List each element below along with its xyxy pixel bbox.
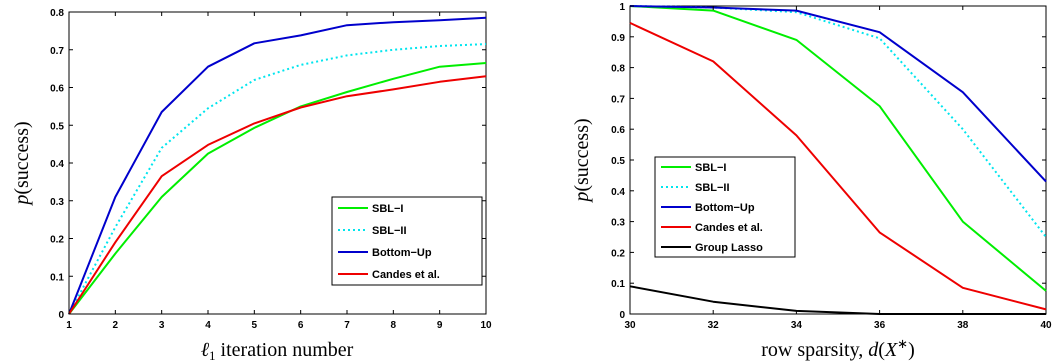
y-tick-label: 0 (58, 310, 64, 321)
legend-label: Group Lasso (695, 242, 763, 254)
chart-right: 30 32 34 36 38 40 0 0.1 0.2 0.3 0.4 0.5 0.6 0.7 0.8 0.9… (571, 2, 1052, 361)
x-tick-label: 34 (791, 320, 803, 331)
x-tick-label: 1 (66, 320, 72, 331)
x-label-X: X (884, 339, 898, 361)
y-tick-label: 0.4 (611, 187, 625, 198)
y-tick-label: 0.3 (611, 218, 625, 229)
y-tick-label: 0.6 (50, 84, 64, 95)
x-tick-label: 30 (624, 320, 636, 331)
series-line-bottom-up (68, 16, 487, 315)
series-line-group-lasso (629, 285, 1046, 315)
y-tick-label: 0.2 (611, 248, 625, 259)
y-label-rest: (success) (571, 118, 593, 191)
x-label-star: ∗ (897, 336, 908, 351)
legend-label: SBL−I (372, 203, 403, 215)
y-tick-label: 0.1 (50, 272, 64, 283)
series-line-sbl-i (68, 62, 487, 315)
x-tick-label: 7 (344, 320, 350, 331)
y-axis-label-left: p(success) (11, 121, 33, 206)
legend-label: Bottom−Up (372, 247, 432, 259)
legend-label: SBL−II (695, 182, 730, 194)
y-tick-label: 0.7 (611, 94, 625, 105)
legend-label: Candes et al. (695, 222, 763, 234)
x-axis-label-left: ℓ1 iteration number (201, 339, 354, 363)
x-tick-label: 6 (298, 320, 304, 331)
legend-label: SBL−II (372, 225, 407, 237)
x-tick-label: 4 (205, 320, 211, 331)
x-axis-label-right: row sparsity, d(X∗) (761, 336, 915, 361)
x-label-subscript: 1 (209, 348, 216, 363)
y-tick-label: 0.6 (611, 125, 625, 136)
x-label-text: row sparsity, (761, 339, 868, 361)
legend-box (331, 196, 483, 286)
x-label-paren-open: ( (878, 339, 885, 361)
x-tick-label: 5 (252, 320, 258, 331)
y-tick-label: 1 (619, 2, 625, 13)
y-tick-label: 0 (619, 310, 625, 321)
y-tick-label: 0.5 (611, 156, 625, 167)
x-tick-label: 40 (1040, 320, 1052, 331)
y-tick-label: 0.7 (50, 46, 64, 57)
x-tick-label: 38 (957, 320, 969, 331)
y-label-p: p (571, 192, 593, 204)
series-line-sbl-i (629, 5, 1047, 292)
y-tick-label: 0.1 (611, 279, 625, 290)
series-line-bottom-up (629, 5, 1047, 183)
legend-right: SBL−I SBL−II Bottom−Up Candes et al. Group L… (654, 156, 796, 258)
series-line-candes-et-al- (68, 75, 487, 315)
chart-left: 1 2 3 4 5 6 7 8 9 10 0 0.1 0.2 0.3 0.4 0.5 0.6 0.7 0.8 ℓ1 … (11, 8, 492, 363)
x-label-rest: iteration number (216, 339, 354, 361)
legend-left: SBL−I SBL−II Bottom−Up Candes et al. (331, 196, 483, 286)
x-tick-label: 36 (874, 320, 886, 331)
legend-label: Candes et al. (372, 269, 440, 281)
x-tick-label: 2 (113, 320, 119, 331)
x-tick-label: 32 (708, 320, 720, 331)
legend-label: Bottom−Up (695, 202, 755, 214)
series-line-candes-et-al- (629, 21, 1047, 311)
series-line-sbl-ii (68, 43, 487, 315)
y-tick-label: 0.4 (50, 159, 64, 170)
y-tick-label: 0.3 (50, 197, 64, 208)
y-label-rest: (success) (11, 121, 33, 194)
series-line-sbl-ii (629, 5, 1047, 238)
x-tick-label: 10 (480, 320, 492, 331)
y-tick-label: 0.9 (611, 33, 625, 44)
y-tick-label: 0.8 (50, 8, 64, 19)
x-tick-label: 8 (391, 320, 397, 331)
x-label-ell: ℓ (201, 339, 210, 361)
x-tick-label: 3 (159, 320, 165, 331)
y-label-p: p (11, 195, 33, 207)
x-tick-label: 9 (437, 320, 443, 331)
y-tick-label: 0.2 (50, 235, 64, 246)
y-axis-label-right: p(success) (571, 118, 593, 203)
y-tick-label: 0.5 (50, 121, 64, 132)
x-label-d: d (868, 339, 879, 361)
legend-label: SBL−I (695, 162, 726, 174)
y-tick-label: 0.8 (611, 64, 625, 75)
x-label-paren-close: ) (908, 339, 915, 361)
